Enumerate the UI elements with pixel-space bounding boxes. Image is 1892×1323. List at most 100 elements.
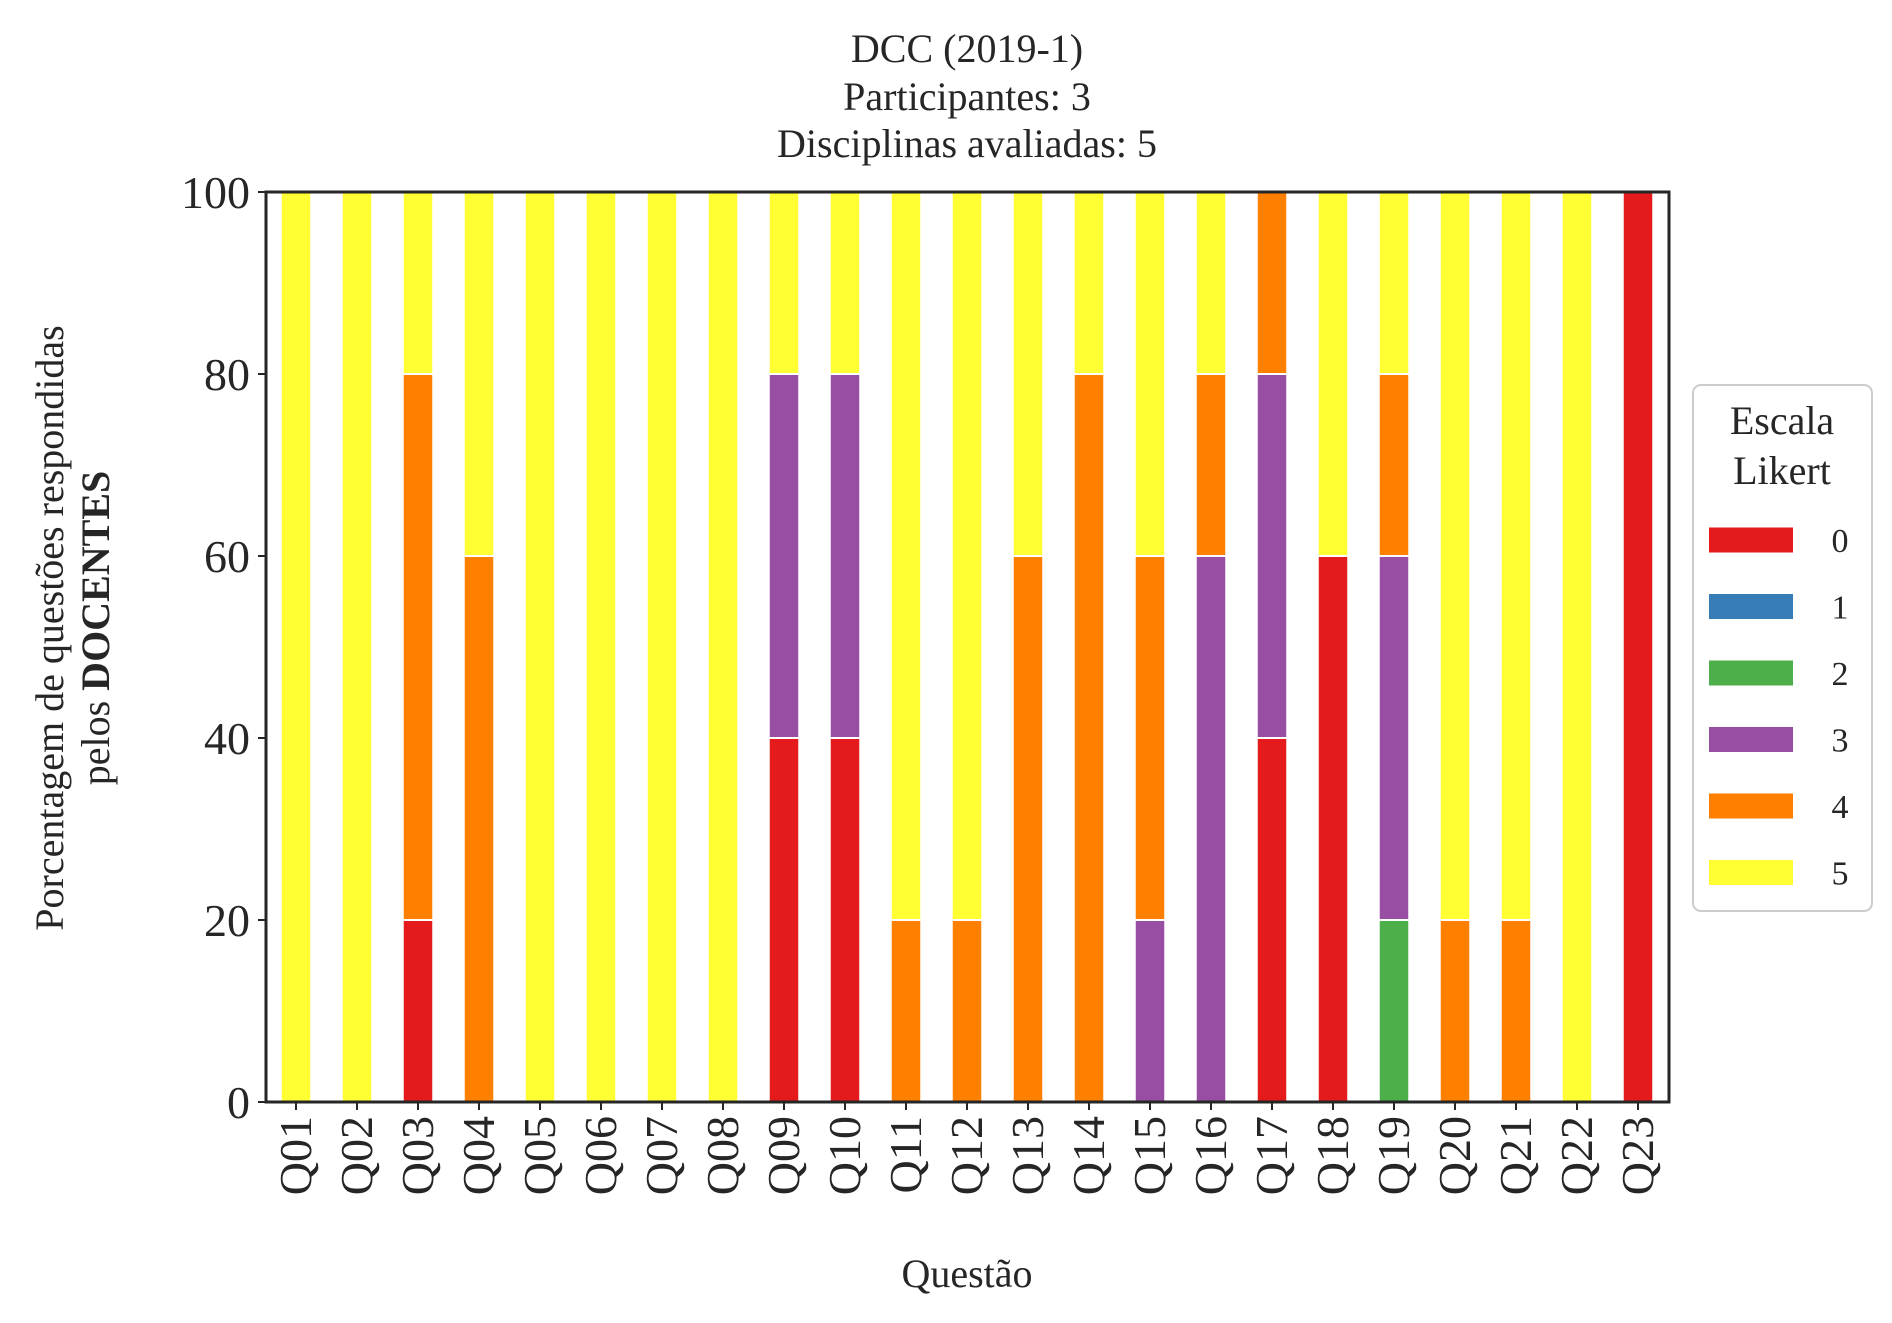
y-tick-label-60: 60 [204,531,250,582]
legend-label-2: 2 [1832,656,1849,693]
legend-box [1692,384,1873,912]
bar-segment-q13-likert-4 [1011,555,1045,1103]
chart-title-line-3: Disciplinas avaliadas: 5 [777,121,1157,166]
bar-segment-q19-likert-5 [1377,191,1411,375]
bar-segment-q09-likert-0 [767,737,801,1103]
x-ticks: Q01 Q02 Q03 Q04 Q05 Q06 Q07 Q08 Q09 Q10 Q11 Q12 Q13 Q… [270,1102,1663,1195]
x-tick-label-q14: Q14 [1063,1116,1114,1195]
bar-segment-q03-likert-0 [401,919,435,1103]
x-tick-label-q02: Q02 [331,1116,382,1195]
chart-title: DCC (2019-1) Participantes: 3 Disciplina… [777,26,1157,166]
legend-swatch-4 [1709,793,1793,819]
y-ticks: 0 20 40 60 80 100 [181,167,266,1128]
legend-label-4: 4 [1832,789,1849,826]
legend-label-5: 5 [1832,856,1849,893]
x-tick-label-q04: Q04 [453,1116,504,1195]
bar-segment-q11-likert-5 [889,191,923,921]
legend-swatch-1 [1709,594,1793,619]
bar-segment-q16-likert-4 [1194,373,1228,557]
bar-segment-q15-likert-4 [1133,555,1167,921]
x-tick-label-q16: Q16 [1185,1116,1236,1195]
bar-segment-q16-likert-3 [1194,555,1228,1103]
x-tick-label-q21: Q21 [1490,1116,1541,1195]
bar-segment-q02-likert-5 [340,191,374,1103]
bar-segment-q14-likert-5 [1072,191,1106,375]
bar-segment-q01-likert-5 [279,191,313,1103]
bar-segment-q20-likert-4 [1438,919,1472,1103]
x-tick-label-q01: Q01 [270,1116,321,1195]
bar-segment-q05-likert-5 [523,191,557,1103]
y-axis-label-prefix: pelos [73,691,118,785]
x-tick-label-q11: Q11 [880,1116,931,1194]
bar-segment-q10-likert-3 [828,373,862,739]
bar-segment-q17-likert-0 [1255,737,1289,1103]
bar-segment-q08-likert-5 [706,191,740,1103]
legend-swatch-5 [1709,860,1793,885]
bar-segment-q17-likert-4 [1255,191,1289,375]
bar-segment-q18-likert-5 [1316,191,1350,557]
x-tick-label-q03: Q03 [392,1116,443,1195]
y-axis-label-line-2: pelos DOCENTES [73,471,118,786]
x-tick-label-q05: Q05 [514,1116,565,1195]
bar-segment-q04-likert-5 [462,191,496,557]
legend-title-line-2: Likert [1733,448,1831,493]
bar-segment-q09-likert-5 [767,191,801,375]
bar-segment-q11-likert-4 [889,919,923,1103]
bar-segment-q16-likert-5 [1194,191,1228,375]
bar-segment-q12-likert-5 [950,191,984,921]
x-tick-label-q20: Q20 [1429,1116,1480,1195]
bars-layer [279,191,1655,1103]
bar-segment-q06-likert-5 [584,191,618,1103]
y-tick-label-40: 40 [204,713,250,764]
legend-title-line-1: Escala [1730,398,1835,443]
bar-segment-q03-likert-4 [401,373,435,921]
bar-segment-q19-likert-2 [1377,919,1411,1103]
chart-title-line-2: Participantes: 3 [843,74,1091,119]
legend-label-3: 3 [1832,723,1849,760]
bar-segment-q13-likert-5 [1011,191,1045,557]
bar-segment-q15-likert-3 [1133,919,1167,1103]
bar-segment-q03-likert-5 [401,191,435,375]
bar-segment-q17-likert-3 [1255,373,1289,739]
x-tick-label-q19: Q19 [1368,1116,1419,1195]
x-tick-label-q09: Q09 [758,1116,809,1195]
y-axis-label-line-1: Porcentagem de questões respondidas [27,325,72,930]
y-axis-label-bold: DOCENTES [73,471,118,691]
bar-segment-q14-likert-4 [1072,373,1106,1103]
x-tick-label-q13: Q13 [1002,1116,1053,1195]
bar-segment-q21-likert-4 [1499,919,1533,1103]
x-tick-label-q06: Q06 [575,1116,626,1195]
bar-segment-q20-likert-5 [1438,191,1472,921]
bar-segment-q10-likert-5 [828,191,862,375]
y-tick-label-80: 80 [204,349,250,400]
x-tick-label-q12: Q12 [941,1116,992,1195]
x-tick-label-q17: Q17 [1246,1116,1297,1195]
chart-title-line-1: DCC (2019-1) [851,26,1083,71]
legend-swatch-2 [1709,660,1793,686]
y-axis-label: Porcentagem de questões respondidas pelo… [27,325,118,930]
x-tick-label-q15: Q15 [1124,1116,1175,1195]
bar-segment-q15-likert-5 [1133,191,1167,557]
x-tick-label-q10: Q10 [819,1116,870,1195]
bar-segment-q09-likert-3 [767,373,801,739]
y-tick-label-0: 0 [227,1077,250,1128]
bar-segment-q07-likert-5 [645,191,679,1103]
legend-label-0: 0 [1832,523,1849,560]
bar-segment-q22-likert-5 [1560,191,1594,1103]
legend-swatch-3 [1709,727,1793,752]
bar-segment-q10-likert-0 [828,737,862,1103]
x-tick-label-q08: Q08 [697,1116,748,1195]
legend-items: 0 1 2 3 4 5 [1709,523,1849,893]
legend: Escala Likert 0 1 2 3 4 5 [1692,384,1873,912]
bar-segment-q19-likert-3 [1377,555,1411,921]
legend-label-1: 1 [1832,590,1849,627]
x-tick-label-q22: Q22 [1551,1116,1602,1195]
legend-swatch-0 [1709,527,1793,553]
plot-frame [264,190,1671,1104]
bar-segment-q12-likert-4 [950,919,984,1103]
x-tick-label-q07: Q07 [636,1116,687,1195]
bar-segment-q23-likert-0 [1621,191,1655,1103]
y-tick-label-100: 100 [181,167,250,218]
bar-segment-q04-likert-4 [462,555,496,1103]
